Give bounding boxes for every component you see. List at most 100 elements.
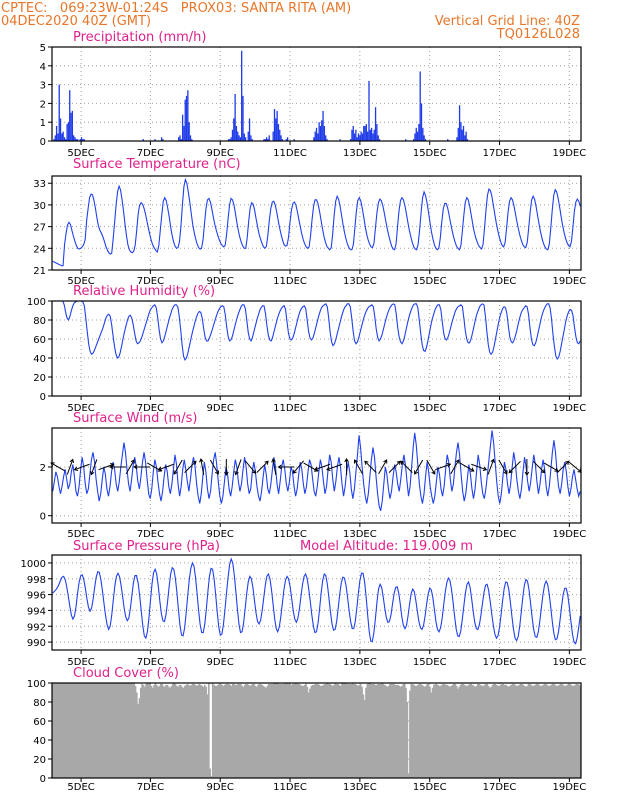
cloud-bar	[545, 683, 547, 778]
wind-arrow	[158, 463, 174, 471]
precip-bar	[59, 118, 62, 141]
precip-bar	[183, 125, 185, 141]
cloud-bar	[555, 685, 558, 778]
cloud-bar	[81, 683, 84, 778]
precip-bar	[313, 137, 315, 141]
cloud-bar	[430, 692, 433, 778]
precip-bar	[458, 105, 461, 141]
wind-arrow-head	[173, 470, 178, 475]
cloud-bar	[491, 684, 494, 778]
precip-bar	[286, 137, 289, 141]
precip-bar	[339, 139, 341, 141]
cloud-bar	[354, 683, 357, 778]
cloud-bar	[53, 683, 56, 778]
y-tick-label: 33	[33, 179, 46, 190]
cloud-bar	[418, 683, 421, 778]
x-tick-label: 13DEC	[343, 276, 377, 287]
wind-arrow	[50, 462, 66, 472]
cloud-bar	[254, 685, 257, 778]
precip-bar	[154, 139, 156, 141]
x-tick-label: 9DEC	[207, 148, 234, 159]
cloud-bar	[390, 683, 393, 778]
panel-title: Cloud Cover (%)	[73, 666, 179, 681]
cloud-bar	[389, 683, 391, 778]
cloud-bar	[533, 685, 535, 778]
cloud-bar	[515, 685, 518, 778]
wind-arrow-head	[490, 458, 495, 463]
precip-bar	[251, 139, 253, 141]
wind-arrow-head	[400, 460, 405, 465]
wind-arrow	[508, 460, 521, 473]
cloud-bar	[287, 683, 290, 778]
wind-arrow	[568, 461, 582, 473]
cloud-bar	[569, 683, 571, 778]
cloud-bar	[395, 684, 398, 778]
precip-bar	[319, 125, 322, 141]
x-tick-label: 17DEC	[483, 529, 517, 540]
wind-arrow	[173, 459, 183, 475]
cloud-bar	[443, 683, 446, 778]
precip-bar	[178, 137, 180, 141]
x-tick-label: 7DEC	[137, 148, 164, 159]
x-tick-label: 5DEC	[67, 529, 94, 540]
cloud-bar	[147, 683, 150, 778]
x-tick-label: 9DEC	[207, 403, 234, 414]
cloud-bar	[65, 683, 68, 778]
cloud-bar	[358, 684, 361, 778]
plot-frame	[51, 46, 582, 142]
x-tick-label: 15DEC	[413, 403, 447, 414]
cloud-bar	[183, 685, 186, 778]
cloud-bar	[450, 685, 453, 778]
cloud-bar	[174, 683, 177, 778]
cloud-bar	[534, 684, 537, 778]
cloud-bar	[187, 684, 190, 778]
x-tick-label: 7DEC	[137, 657, 164, 668]
x-tick-label: 17DEC	[483, 657, 517, 668]
cloud-bar	[303, 684, 306, 778]
cloud-bar	[407, 773, 410, 778]
cloud-bar	[502, 683, 505, 778]
cloud-bar	[503, 684, 506, 778]
cloud-bar	[186, 683, 189, 778]
plot-frame	[51, 175, 582, 271]
cloud-bar	[278, 683, 281, 778]
precip-bar	[179, 135, 181, 141]
cloud-bar	[189, 685, 191, 778]
x-tick-label: 13DEC	[343, 657, 377, 668]
y-tick-label: 30	[33, 201, 46, 212]
cloud-bar	[306, 686, 309, 778]
x-tick-label: 5DEC	[67, 403, 94, 414]
cloud-bar	[573, 685, 575, 778]
cloud-bar	[542, 684, 545, 778]
cloud-bar	[470, 683, 473, 778]
wind-arrow-head	[565, 460, 570, 465]
wind-arrow-head	[326, 466, 331, 471]
precip-bar	[374, 107, 377, 141]
cloud-bar	[154, 683, 157, 778]
cloud-bar	[506, 685, 509, 778]
precip-bar	[187, 90, 189, 141]
wind-arrow	[314, 463, 331, 471]
cloud-bar	[83, 683, 86, 778]
cloud-bar	[546, 684, 549, 778]
series-line	[52, 430, 581, 511]
cloud-bar	[549, 685, 551, 778]
cloud-bar	[103, 683, 106, 778]
cloud-bar	[181, 686, 183, 778]
wind-arrow-head	[414, 470, 419, 475]
cloud-bar	[449, 686, 451, 778]
cloud-bar	[337, 683, 339, 778]
precip-bar	[185, 95, 188, 141]
x-tick-label: 7DEC	[137, 782, 164, 793]
x-tick-label: 17DEC	[483, 403, 517, 414]
cloud-bar	[377, 683, 379, 778]
cloud-bar	[501, 683, 503, 778]
cloud-bar	[87, 683, 90, 778]
cloud-bar	[547, 685, 550, 778]
wind-arrow	[459, 462, 474, 472]
precip-bar	[242, 95, 244, 141]
cloud-bar	[571, 685, 574, 778]
precip-bar	[462, 125, 465, 141]
y-tick-label: 2	[40, 99, 46, 110]
precip-bar	[268, 135, 270, 141]
